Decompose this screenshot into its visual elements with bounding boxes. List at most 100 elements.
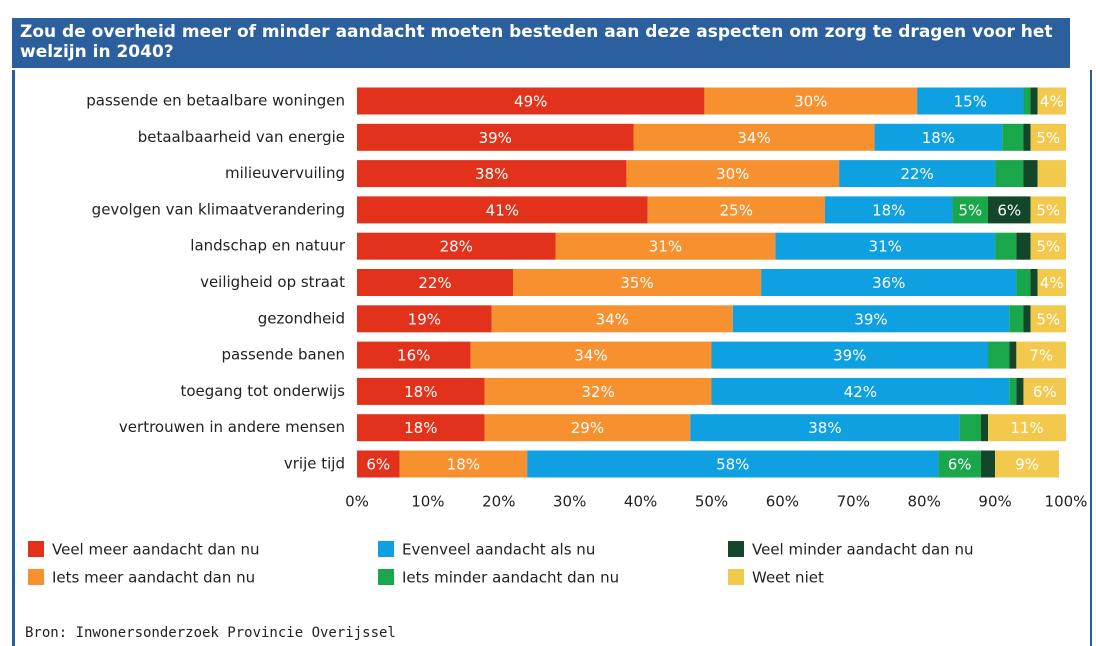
bar-segment — [512, 269, 762, 296]
bar-segment — [399, 450, 528, 478]
data-label: 31% — [869, 238, 902, 256]
bar-segment — [988, 196, 1031, 224]
category-label: vertrouwen in andere mensen — [119, 418, 345, 436]
bar-segment — [357, 341, 471, 369]
category-label: landschap en natuur — [190, 237, 346, 255]
data-label: 15% — [954, 93, 987, 111]
bar-segment — [357, 450, 400, 478]
bar-segment — [988, 414, 1066, 442]
data-label: 39% — [833, 347, 866, 365]
category-label: gevolgen van klimaatverandering — [92, 200, 345, 218]
data-label: 11% — [1010, 419, 1043, 437]
bar-segment — [988, 341, 1010, 369]
data-label: 4% — [1040, 274, 1064, 292]
x-tick-label: 100% — [1045, 493, 1088, 511]
category-label: veiligheid op straat — [200, 273, 345, 291]
bar-segment — [1037, 160, 1066, 188]
data-label: 18% — [404, 383, 437, 401]
bar-segment — [995, 232, 1017, 260]
x-tick-label: 70% — [837, 493, 870, 511]
x-tick-label: 10% — [411, 493, 444, 511]
data-label: 18% — [922, 129, 955, 147]
data-label: 39% — [479, 129, 512, 147]
data-label: 29% — [571, 419, 604, 437]
legend-swatch — [728, 541, 744, 557]
x-tick-label: 80% — [908, 493, 941, 511]
data-label: 5% — [1036, 129, 1060, 147]
bar-segment — [1016, 232, 1031, 260]
bar-segment — [357, 196, 648, 224]
legend-label: Iets meer aandacht dan nu — [52, 569, 255, 587]
frame-line — [1090, 70, 1092, 646]
data-label: 38% — [475, 165, 508, 183]
data-label: 41% — [486, 201, 519, 219]
data-label: 5% — [1036, 238, 1060, 256]
data-label: 4% — [1040, 93, 1064, 111]
data-label: 9% — [1015, 456, 1039, 474]
legend-swatch — [28, 541, 44, 557]
data-label: 18% — [447, 456, 480, 474]
legend-label: Veel minder aandacht dan nu — [752, 541, 973, 559]
data-label: 5% — [1036, 201, 1060, 219]
data-label: 22% — [418, 274, 451, 292]
bar-segment — [1023, 305, 1031, 333]
bar-segment — [357, 123, 634, 151]
bar-segment — [1037, 87, 1066, 115]
data-label: 18% — [872, 201, 905, 219]
bar-segment — [555, 232, 776, 260]
bar-segment — [1002, 123, 1024, 151]
bar-segment — [980, 450, 996, 478]
category-label: betaalbaarheid van energie — [138, 128, 345, 146]
data-label: 6% — [997, 201, 1021, 219]
data-label: 34% — [596, 310, 629, 328]
bar-segment — [357, 269, 513, 296]
bar-segment — [1009, 305, 1024, 333]
category-label: gezondheid — [258, 309, 345, 327]
data-label: 6% — [366, 456, 390, 474]
x-tick-label: 20% — [482, 493, 515, 511]
data-label: 28% — [440, 238, 473, 256]
legend-label: Iets minder aandacht dan nu — [402, 569, 619, 587]
legend-label: Evenveel aandacht als nu — [402, 541, 595, 559]
bar-segment — [357, 87, 705, 115]
bar-segment — [732, 305, 1010, 333]
category-label: passende en betaalbare woningen — [86, 92, 345, 110]
legend-swatch — [378, 569, 394, 585]
data-label: 38% — [808, 419, 841, 437]
data-label: 18% — [404, 419, 437, 437]
data-label: 49% — [514, 93, 547, 111]
bar-segment — [938, 450, 981, 478]
data-label: 39% — [854, 310, 887, 328]
data-label: 25% — [720, 201, 753, 219]
legend-swatch — [728, 569, 744, 585]
legend-swatch — [28, 569, 44, 585]
bar-segment — [357, 160, 627, 188]
bar-segment — [704, 87, 918, 115]
bar-segment — [1009, 341, 1017, 369]
data-label: 34% — [574, 347, 607, 365]
bar-segment — [1030, 123, 1066, 151]
bar-segment — [1030, 269, 1038, 296]
bar-segment — [647, 196, 825, 224]
bar-segment — [959, 414, 981, 442]
data-label: 34% — [737, 129, 770, 147]
data-label: 31% — [649, 238, 682, 256]
legend-swatch — [378, 541, 394, 557]
x-tick-label: 60% — [766, 493, 799, 511]
data-label: 30% — [794, 93, 827, 111]
data-label: 36% — [872, 274, 905, 292]
data-label: 7% — [1029, 347, 1053, 365]
data-label: 42% — [844, 383, 877, 401]
chart-title: Zou de overheid meer of minder aandacht … — [12, 18, 1070, 68]
bar-segment — [874, 123, 1003, 151]
data-label: 58% — [716, 456, 749, 474]
bar-segment — [1016, 377, 1024, 405]
bar-segment — [761, 269, 1017, 296]
bar-segment — [1009, 377, 1017, 405]
bar-segment — [484, 377, 712, 405]
bar-segment — [980, 414, 989, 442]
data-label: 32% — [581, 383, 614, 401]
bar-segment — [357, 414, 485, 442]
bar-segment — [775, 232, 996, 260]
